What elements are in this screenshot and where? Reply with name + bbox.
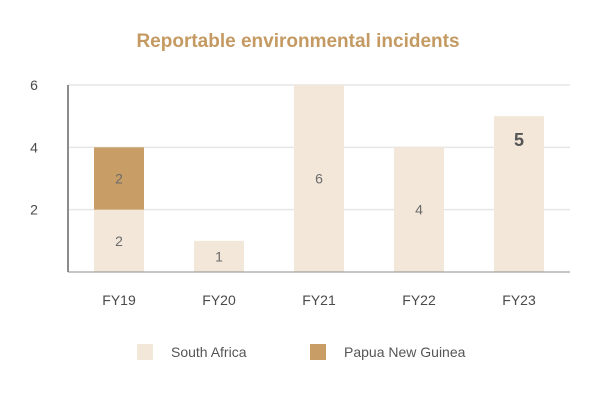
x-tick-label-FY23: FY23 — [502, 292, 536, 308]
x-tick-label-FY22: FY22 — [402, 292, 436, 308]
legend-label-south-africa: South Africa — [171, 344, 247, 360]
data-label-FY19-papua-new-guinea: 2 — [115, 171, 123, 187]
x-tick-label-FY20: FY20 — [202, 292, 236, 308]
data-labels: 2 2 FY19 1 FY20 6 FY21 4 FY22 5 FY23 — [102, 130, 536, 308]
legend: South Africa Papua New Guinea — [137, 344, 466, 360]
bar-FY21-south-africa — [294, 85, 344, 272]
x-tick-label-FY19: FY19 — [102, 292, 136, 308]
data-label-FY22-south-africa: 4 — [415, 202, 423, 218]
bar-FY20-south-africa — [194, 240, 244, 272]
y-tick-label-4: 4 — [30, 139, 38, 155]
bar-FY22-south-africa — [394, 147, 444, 272]
data-label-FY23-south-africa: 5 — [514, 130, 524, 150]
bar-FY19-south-africa — [94, 209, 144, 272]
data-label-FY21-south-africa: 6 — [315, 171, 323, 187]
x-tick-label-FY21: FY21 — [302, 292, 336, 308]
axes — [67, 85, 570, 273]
y-tick-label-6: 6 — [30, 77, 38, 93]
chart-title: Reportable environmental incidents — [136, 31, 459, 52]
legend-swatch-south-africa — [137, 344, 153, 360]
legend-swatch-papua-new-guinea — [310, 344, 326, 360]
bars — [94, 85, 544, 273]
bar-FY23-south-africa — [494, 116, 544, 273]
y-tick-label-2: 2 — [30, 202, 38, 218]
bar-FY19-papua-new-guinea — [94, 147, 144, 210]
data-label-FY20-south-africa: 1 — [215, 248, 223, 264]
legend-label-papua-new-guinea: Papua New Guinea — [344, 344, 466, 360]
data-label-FY19-south-africa: 2 — [115, 233, 123, 249]
